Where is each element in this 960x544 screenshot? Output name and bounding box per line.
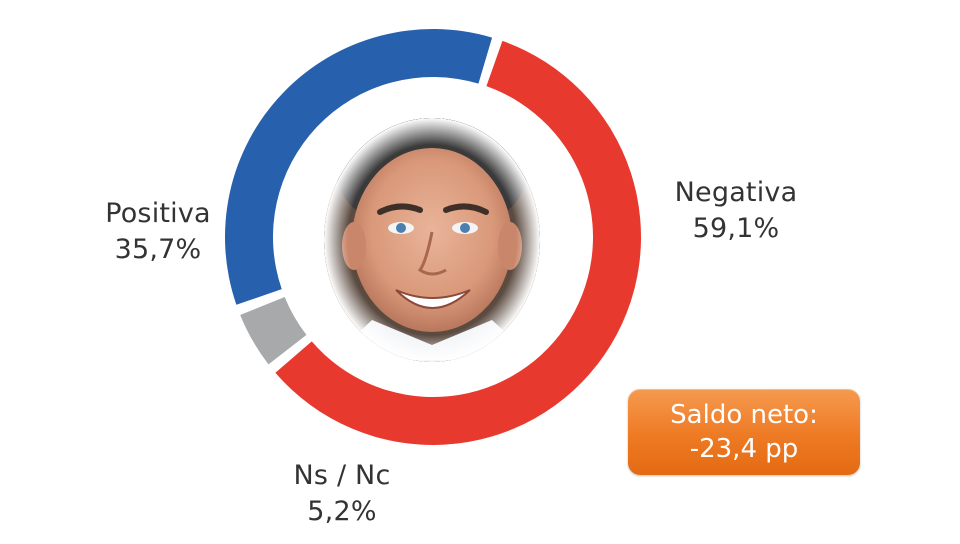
net-balance-value: -23,4 pp bbox=[689, 434, 799, 464]
label-nsnc-name: Ns / Nc bbox=[293, 460, 391, 491]
net-balance-badge: Saldo neto: -23,4 pp bbox=[628, 389, 860, 475]
label-negativa-name: Negativa bbox=[674, 177, 798, 208]
label-negativa: Negativa 59,1% bbox=[656, 175, 816, 247]
donut-slice-ns-nc bbox=[240, 296, 307, 365]
portrait-photo bbox=[324, 118, 540, 362]
net-balance-title: Saldo neto: bbox=[670, 400, 818, 430]
donut-slice-negativa bbox=[275, 40, 641, 445]
label-positiva-name: Positiva bbox=[105, 198, 211, 229]
donut-slice-positiva bbox=[225, 28, 493, 305]
label-nsnc: Ns / Nc 5,2% bbox=[262, 458, 422, 530]
label-negativa-value: 59,1% bbox=[692, 213, 780, 244]
label-nsnc-value: 5,2% bbox=[307, 496, 377, 527]
label-positiva-value: 35,7% bbox=[114, 234, 202, 265]
label-positiva: Positiva 35,7% bbox=[78, 196, 238, 268]
